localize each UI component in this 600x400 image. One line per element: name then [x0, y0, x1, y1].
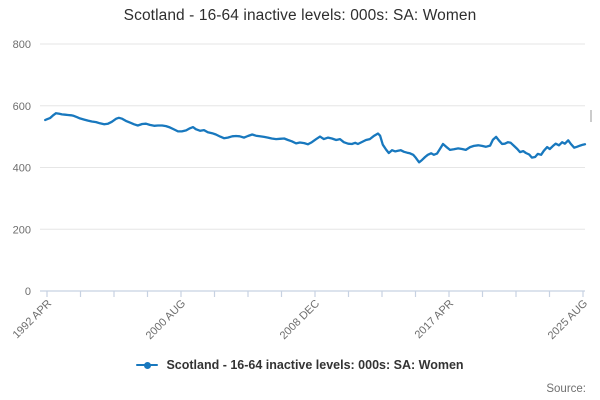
- legend-item-label: Scotland - 16-64 inactive levels: 000s: …: [166, 358, 464, 372]
- legend: Scotland - 16-64 inactive levels: 000s: …: [0, 358, 600, 372]
- y-axis-tick-label: 800: [13, 39, 31, 51]
- y-axis-tick-label: 400: [13, 163, 31, 175]
- x-axis-tick-label: 2017 APR: [413, 298, 457, 342]
- right-edge-dash: [590, 110, 592, 122]
- line-with-dot-icon: [136, 361, 159, 370]
- x-axis-tick-label: 2025 AUG: [546, 298, 590, 342]
- source-label: Source:: [546, 383, 586, 395]
- y-axis-tick-label: 200: [13, 224, 31, 236]
- y-axis-tick-label: 0: [25, 286, 31, 298]
- series-line[interactable]: [44, 112, 587, 164]
- x-axis-tick-label: 2008 DEC: [278, 298, 322, 342]
- x-axis-tick-label: 2000 AUG: [144, 298, 188, 342]
- x-axis-tick-label: 1992 APR: [11, 298, 55, 342]
- y-axis-tick-label: 600: [13, 101, 31, 113]
- line-chart[interactable]: 0 200 400 600 800 1992 APR 2000 AUG 2008 DEC 201…: [0, 0, 600, 356]
- chart-title: Scotland - 16-64 inactive levels: 000s: …: [123, 7, 477, 24]
- legend-item[interactable]: Scotland - 16-64 inactive levels: 000s: …: [136, 358, 464, 372]
